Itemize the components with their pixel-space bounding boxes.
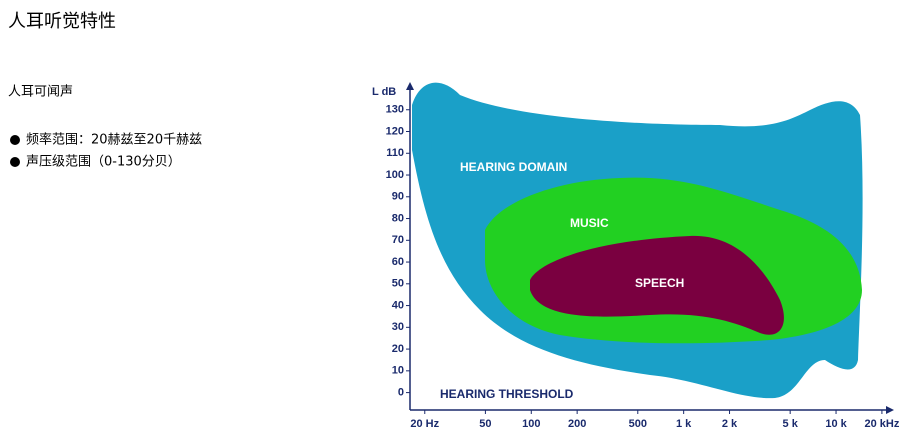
- x-tick-label: 200: [568, 418, 586, 430]
- y-tick-label: 70: [392, 234, 404, 246]
- bullet: 声压级范围（0-130分贝）: [26, 155, 181, 170]
- y-tick-label: 80: [392, 212, 404, 224]
- y-tick-label: 120: [386, 125, 404, 137]
- y-tick-label: 100: [386, 169, 404, 181]
- annotation: HEARING THRESHOLD: [440, 387, 574, 401]
- region-label: MUSIC: [570, 216, 609, 230]
- x-tick-label: 20 Hz: [410, 418, 439, 430]
- x-arrow: [886, 406, 894, 414]
- y-tick-label: 110: [386, 147, 404, 159]
- bullet-dot: [10, 135, 20, 145]
- region-label: SPEECH: [635, 276, 684, 290]
- x-tick-label: 1 k: [676, 418, 692, 430]
- y-tick-label: 30: [392, 321, 404, 333]
- x-tick-label: 2 k: [722, 418, 738, 430]
- y-tick-label: 40: [392, 299, 404, 311]
- x-tick-label: 10 k: [825, 418, 847, 430]
- bullet: 频率范围：20赫兹至20千赫兹: [26, 132, 202, 148]
- x-tick-label: 500: [629, 418, 647, 430]
- y-tick-label: 20: [392, 343, 404, 355]
- y-tick-label: 50: [392, 278, 404, 290]
- slide-title: 人耳听觉特性: [8, 11, 116, 32]
- region-label: HEARING DOMAIN: [460, 160, 567, 174]
- y-tick-label: 60: [392, 256, 404, 268]
- y-tick-label: 0: [398, 387, 404, 399]
- y-tick-label: 90: [392, 191, 404, 203]
- y-tick-label: 130: [386, 104, 404, 116]
- x-tick-label: 100: [522, 418, 540, 430]
- x-tick-label: 5 k: [783, 418, 799, 430]
- y-tick-label: 10: [392, 365, 404, 377]
- y-arrow: [406, 82, 414, 90]
- x-tick-label: 50: [479, 418, 491, 430]
- bullet-dot: [10, 157, 20, 167]
- y-axis-label: L dB: [372, 86, 396, 98]
- x-tick-label: 20 kHz: [864, 418, 899, 430]
- speech-region: [530, 235, 784, 335]
- subtitle: 人耳可闻声: [8, 85, 73, 100]
